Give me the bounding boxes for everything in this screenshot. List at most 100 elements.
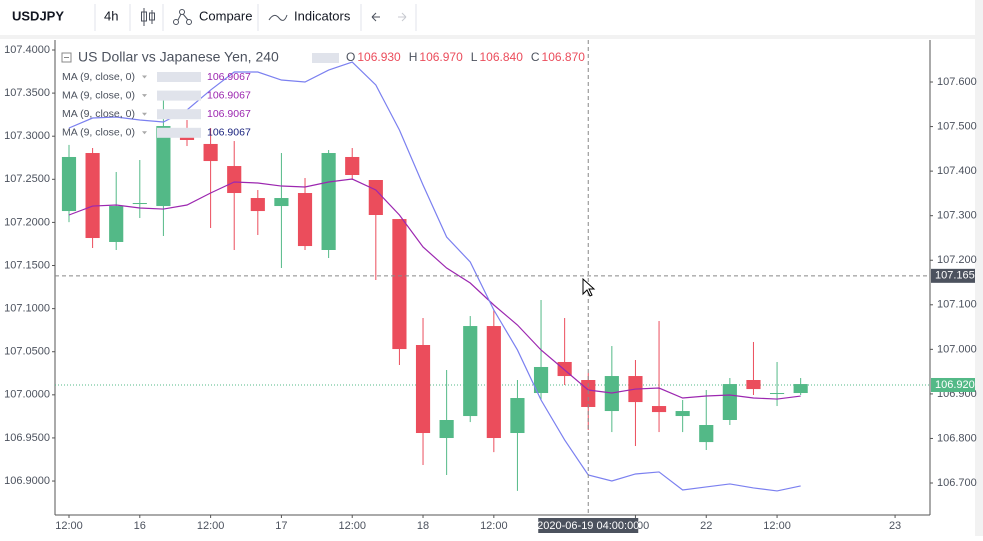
collapse-icon[interactable] (61, 52, 72, 63)
ohlc-value: 106.930 (357, 50, 401, 64)
x-tick-label: 18 (417, 520, 429, 532)
y-tick-label: 107.1500 (4, 259, 50, 271)
candle-body (345, 156, 360, 175)
y-tick-label: 107.2500 (4, 173, 50, 185)
candle-body (463, 326, 478, 417)
redo-button[interactable] (398, 12, 407, 22)
ohlc-label: O (346, 50, 355, 64)
candle-body (368, 180, 383, 215)
study-name: MA (9, close, 0) (62, 108, 135, 120)
y-tick-label: 107.2000 (4, 216, 50, 228)
moving-average (68, 61, 801, 492)
y2-tick-label: 106.700 (937, 477, 977, 489)
indicators-icon[interactable] (268, 14, 288, 21)
candle-body (392, 219, 407, 350)
y2-tick-label: 107.600 (937, 76, 977, 88)
crosshair-y-label-box (931, 268, 975, 283)
x-tick-label: 22 (700, 520, 712, 532)
candle-body (793, 384, 808, 394)
candle-body (297, 193, 313, 247)
y-tick-label: 107.3500 (4, 87, 50, 99)
y2-tick-label: 106.800 (937, 432, 977, 444)
x-tick-label: 12:00 (763, 520, 791, 532)
study-buttons (157, 109, 201, 120)
study-name: MA (9, close, 0) (62, 127, 135, 139)
candle-body (227, 166, 242, 194)
candle-body (109, 206, 124, 242)
study-buttons (157, 90, 201, 101)
candle-body (250, 198, 265, 212)
candle-body (722, 384, 737, 420)
y-tick-label: 106.9500 (4, 432, 50, 444)
moving-average (68, 178, 801, 400)
study-value: 106.9067 (207, 127, 251, 139)
candle-body (675, 411, 690, 417)
indicators-button[interactable]: Indicators (294, 8, 351, 23)
y-tick-label: 106.9000 (4, 475, 50, 487)
legend: US Dollar vs Japanese Yen, 240 O 106.930 H… (61, 49, 586, 139)
study-arrow (142, 112, 147, 116)
y-tick-label: 107.0000 (4, 389, 50, 401)
crosshair-x-label: 2020-06-19 04:00:00 (537, 520, 639, 532)
ohlc-value: 106.840 (479, 50, 523, 64)
y2-tick-label: 107.300 (937, 210, 977, 222)
candle-body (746, 380, 761, 390)
candle-body (510, 398, 525, 434)
candle-body (156, 126, 171, 207)
candle-body (132, 203, 147, 205)
x-tick-label: 16 (134, 520, 146, 532)
y-tick-label: 107.1000 (4, 303, 50, 315)
candle-icon[interactable] (141, 8, 155, 26)
x-tick-label: 12:00 (197, 520, 225, 532)
y2-tick-label: 107.400 (937, 165, 977, 177)
symbol[interactable]: USDJPY (12, 8, 64, 23)
candle-body (321, 153, 336, 250)
y-tick-label: 107.3000 (4, 130, 50, 142)
y-tick-label: 107.4000 (4, 44, 50, 56)
candle-body (699, 425, 714, 443)
y2-tick-label: 107.100 (937, 299, 977, 311)
last-price-label: 106.920 (935, 379, 975, 391)
crosshair-x-label-box (538, 518, 639, 533)
study-value: 106.9067 (207, 71, 251, 83)
candle-body (651, 406, 667, 413)
candle-body (439, 420, 454, 439)
candle-body (769, 393, 785, 395)
candle-body (85, 153, 100, 239)
y2-tick-label: 107.500 (937, 120, 977, 132)
ohlc-label: H (409, 50, 418, 64)
legend-title: US Dollar vs Japanese Yen, 240 (78, 49, 279, 65)
candle-body (415, 345, 431, 434)
y2-tick-label: 107.000 (937, 343, 977, 355)
y2-tick-label: 107.200 (937, 254, 977, 266)
legend-buttons (312, 53, 339, 63)
x-tick-label: 12:00 (338, 520, 366, 532)
candle-body (61, 156, 77, 212)
study-buttons (157, 127, 201, 138)
candle-body (203, 143, 218, 162)
study-value: 106.9067 (207, 108, 251, 120)
x-tick-label: 23 (889, 520, 901, 532)
ohlc-label: C (531, 50, 540, 64)
x-tick-label: 12:00 (55, 520, 83, 532)
x-tick-label: 12:00 (480, 520, 508, 532)
candle-body (486, 326, 501, 439)
ohlc-value: 106.970 (419, 50, 463, 64)
study-buttons (157, 72, 201, 82)
plot (55, 61, 930, 492)
study-arrow (142, 131, 147, 135)
interval[interactable]: 4h (104, 8, 118, 23)
compare-button[interactable]: Compare (199, 8, 252, 23)
study-arrow (142, 94, 147, 98)
compare-icon[interactable] (173, 9, 192, 25)
x-tick-label: 17 (275, 520, 287, 532)
y-tick-label: 107.0500 (4, 346, 50, 358)
ohlc-value: 106.870 (542, 50, 586, 64)
undo-button[interactable] (371, 12, 380, 22)
mouse-cursor (582, 277, 596, 297)
study-value: 106.9067 (207, 89, 251, 101)
candle-body (274, 198, 289, 207)
last-price-label-box (931, 377, 975, 392)
crosshair-y-label: 107.165 (935, 270, 975, 282)
